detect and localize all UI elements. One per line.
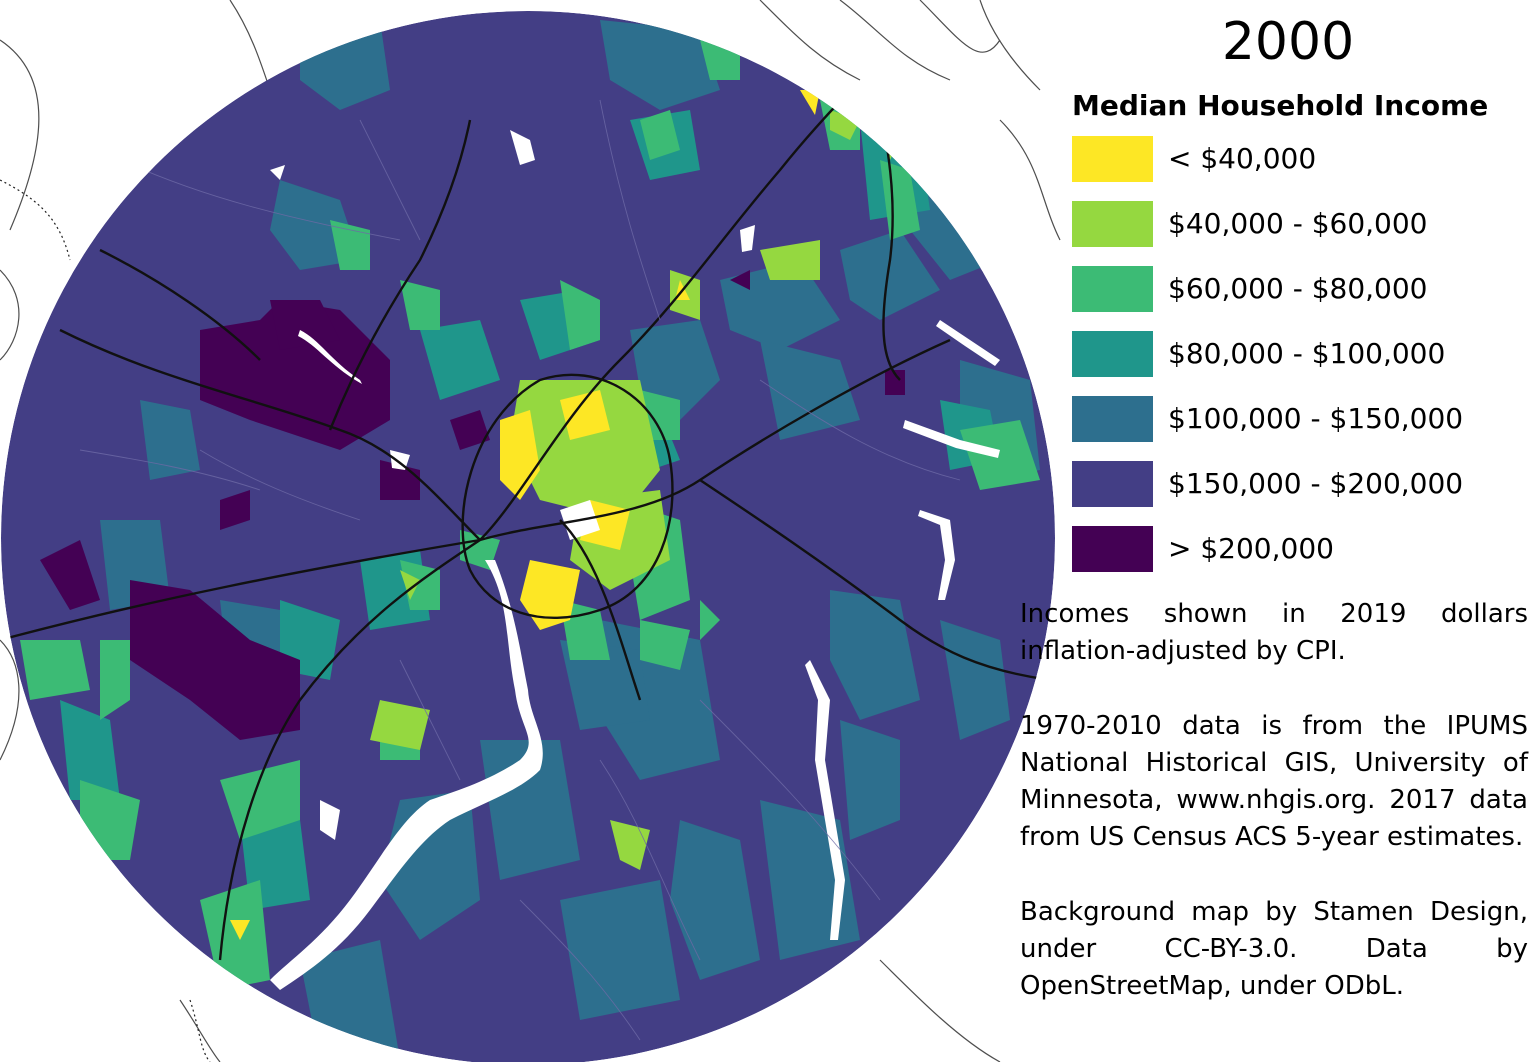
legend-swatch <box>1072 136 1153 182</box>
legend-label: $60,000 - $80,000 <box>1168 272 1428 305</box>
notes: Incomes shown in 2019 dollars inflation-… <box>1020 596 1528 1043</box>
legend-swatch <box>1072 526 1153 572</box>
legend-label: $80,000 - $100,000 <box>1168 337 1446 370</box>
note-inflation: Incomes shown in 2019 dollars inflation-… <box>1020 599 1528 666</box>
note-data-sources: 1970-2010 data is from the IPUMS Nationa… <box>1020 711 1528 852</box>
background-roads-dotted <box>0 179 211 1062</box>
legend-swatch <box>1072 461 1153 507</box>
regions-60k-80k <box>20 40 1040 990</box>
legend-swatch <box>1072 201 1153 247</box>
note-background-credits: Background map by Stamen Design, under C… <box>1020 897 1528 1001</box>
legend-swatch <box>1072 331 1153 377</box>
legend-swatch <box>1072 266 1153 312</box>
legend-label: $40,000 - $60,000 <box>1168 207 1428 240</box>
legend-title: Median Household Income <box>1072 89 1489 122</box>
legend-label: $150,000 - $200,000 <box>1168 467 1464 500</box>
legend-label: > $200,000 <box>1168 532 1334 565</box>
background-roads <box>0 0 1061 1062</box>
legend-swatch <box>1072 396 1153 442</box>
legend-label: < $40,000 <box>1168 142 1317 175</box>
legend-label: $100,000 - $150,000 <box>1168 402 1464 435</box>
regions-over-200k <box>40 270 905 740</box>
map-year: 2000 <box>1221 12 1355 72</box>
